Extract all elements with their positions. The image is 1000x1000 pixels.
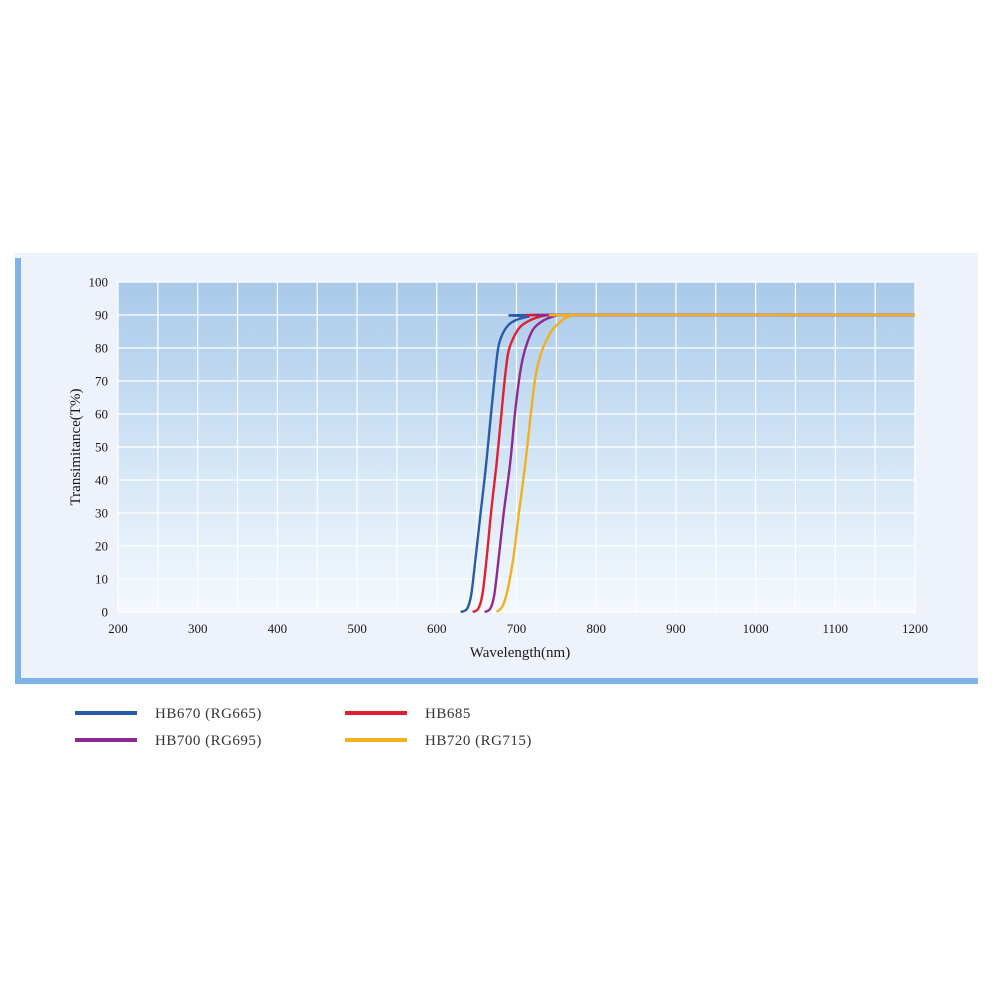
y-tick-label: 10 <box>95 572 108 587</box>
series-line-4 <box>495 313 916 613</box>
y-tick-label: 80 <box>95 341 108 356</box>
legend-label-4: HB720 (RG715) <box>425 733 532 749</box>
legend-label-3: HB700 (RG695) <box>155 733 262 749</box>
x-tick-label: 200 <box>108 621 128 636</box>
y-tick-label: 60 <box>95 407 108 422</box>
legend-label-2: HB685 <box>425 706 471 722</box>
panel-left-accent <box>15 258 21 683</box>
x-axis-title: Wavelength(nm) <box>470 645 570 661</box>
series-line-2 <box>472 313 916 614</box>
x-tick-label: 400 <box>268 621 288 636</box>
y-tick-label: 20 <box>95 539 108 554</box>
y-tick-label: 0 <box>102 605 109 620</box>
legend-label-1: HB670 (RG665) <box>155 706 262 722</box>
x-tick-label: 1100 <box>823 621 849 636</box>
y-tick-label: 30 <box>95 506 108 521</box>
x-tick-label: 800 <box>586 621 606 636</box>
y-tick-label: 100 <box>89 275 109 290</box>
y-tick-label: 70 <box>95 374 108 389</box>
y-tick-label: 90 <box>95 308 108 323</box>
y-tick-label: 50 <box>95 440 108 455</box>
y-axis-ticks: 0 10 20 30 40 50 60 70 80 90 100 <box>89 275 109 620</box>
series-line-1 <box>460 313 916 614</box>
x-tick-label: 1200 <box>902 621 928 636</box>
series-lines <box>460 313 916 614</box>
panel-bottom-accent <box>15 678 978 684</box>
x-tick-label: 900 <box>666 621 686 636</box>
x-tick-label: 600 <box>427 621 447 636</box>
x-tick-label: 700 <box>507 621 527 636</box>
y-axis-title: Transimitance(T%) <box>68 389 84 506</box>
x-tick-label: 300 <box>188 621 208 636</box>
x-axis-ticks: 200 300 400 500 600 700 800 900 1000 1100 1200 <box>108 621 928 636</box>
x-tick-label: 1000 <box>743 621 769 636</box>
x-tick-label: 500 <box>347 621 367 636</box>
series-line-3 <box>484 313 916 614</box>
legend: HB670 (RG665) HB685 HB700 (RG695) HB720 (RG… <box>75 706 532 749</box>
y-tick-label: 40 <box>95 473 108 488</box>
